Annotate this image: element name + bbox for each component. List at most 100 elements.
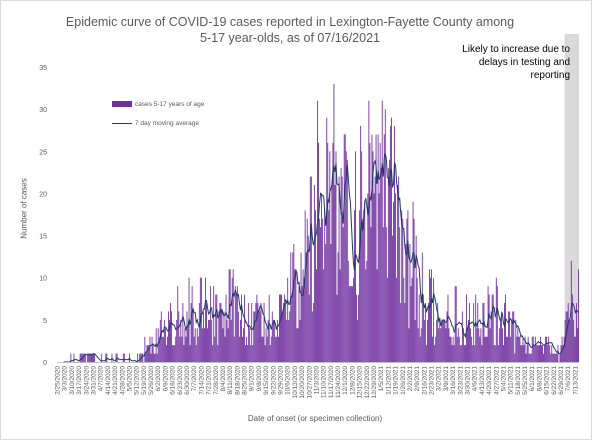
x-tick-label: 6/16/2020 (170, 366, 177, 395)
case-bar (530, 353, 532, 362)
case-bar (259, 311, 261, 362)
reporting-delay-note: Likely to increase due to delays in test… (462, 44, 570, 81)
case-bar (328, 210, 330, 362)
case-bar (362, 218, 364, 362)
x-tick-label: 1/19/2021 (393, 366, 400, 395)
case-bar (216, 294, 218, 362)
case-bar (547, 345, 549, 362)
case-bar (446, 311, 448, 362)
case-bar (150, 353, 152, 362)
x-tick-label: 3/31/2020 (90, 366, 97, 395)
case-bar (364, 201, 366, 362)
case-bar (242, 336, 243, 362)
case-bar (296, 328, 298, 362)
case-bar (73, 353, 75, 362)
legend-line-swatch (112, 122, 132, 124)
case-bar (157, 328, 159, 362)
case-bar (548, 336, 550, 362)
case-bar (462, 328, 464, 362)
case-bar (397, 185, 399, 362)
case-bar (549, 345, 551, 362)
x-tick-label: 4/6/2021 (472, 366, 479, 392)
case-bar (360, 126, 362, 362)
case-bar (502, 328, 503, 362)
case-bar (336, 294, 338, 362)
case-bar (358, 294, 360, 362)
case-bar (438, 328, 440, 362)
case-bar (255, 303, 257, 362)
x-tick-label: 5/11/2021 (508, 366, 515, 395)
case-bar (435, 336, 437, 362)
case-bar (354, 210, 355, 362)
case-bar (257, 303, 259, 362)
case-bar (557, 345, 559, 362)
case-bar (287, 277, 289, 362)
case-bar (275, 336, 277, 362)
case-bar (556, 353, 558, 362)
x-tick-label: 1/5/2021 (378, 366, 385, 392)
x-tick-label: 1/26/2021 (400, 366, 407, 395)
x-tick-label: 6/30/2020 (184, 366, 191, 395)
case-bar (291, 294, 293, 362)
case-bar (271, 311, 273, 362)
moving-average-line (63, 153, 579, 363)
case-bar (343, 134, 345, 362)
case-bar (270, 336, 272, 362)
case-bar (195, 345, 197, 362)
case-bar (395, 193, 397, 362)
case-bar (232, 269, 234, 362)
case-bar (122, 353, 124, 362)
x-tick-label: 6/8/2021 (536, 366, 543, 392)
case-bar (86, 353, 88, 362)
case-bar (494, 345, 496, 362)
case-bar (182, 303, 184, 362)
case-bar (123, 353, 125, 362)
y-tick-label: 30 (39, 107, 47, 114)
x-tick-label: 8/4/2020 (220, 366, 227, 392)
case-bar (369, 142, 371, 362)
case-bar (106, 353, 108, 362)
case-bar (80, 353, 82, 362)
case-bar (247, 345, 249, 362)
case-bar (432, 336, 434, 362)
case-bar (222, 328, 224, 362)
case-bar (256, 294, 258, 362)
case-bar (115, 353, 117, 362)
case-bar (327, 142, 329, 362)
case-bar (513, 311, 515, 362)
case-bar (194, 328, 196, 362)
case-bar (482, 303, 484, 362)
case-bar (424, 303, 426, 362)
case-bar (338, 176, 340, 362)
y-tick-label: 5 (43, 318, 47, 325)
case-bar (239, 319, 241, 362)
case-bar (292, 252, 294, 362)
case-bar (382, 227, 384, 362)
case-bar (429, 269, 430, 362)
case-bar (154, 353, 156, 362)
x-tick-label: 5/25/2021 (522, 366, 529, 395)
case-bar (262, 336, 264, 362)
case-bar (492, 294, 494, 362)
case-bar (83, 353, 85, 362)
case-bar (341, 176, 343, 362)
case-bar (230, 319, 232, 362)
case-bar (457, 328, 459, 362)
case-bar (101, 353, 103, 362)
case-bar (231, 277, 233, 362)
x-tick-label: 7/7/2020 (191, 366, 198, 392)
case-bar (509, 311, 511, 362)
case-bar (545, 336, 547, 362)
case-bar (390, 126, 391, 362)
case-bar (206, 303, 207, 362)
case-bar (116, 353, 118, 362)
x-tick-label: 6/22/2021 (551, 366, 558, 395)
case-bar (387, 168, 389, 362)
case-bar (235, 294, 237, 362)
case-bar (375, 134, 377, 362)
case-bar (489, 328, 491, 362)
case-bar (440, 328, 442, 362)
case-bar (386, 277, 388, 362)
case-bar (288, 319, 290, 362)
case-bar (301, 286, 303, 362)
